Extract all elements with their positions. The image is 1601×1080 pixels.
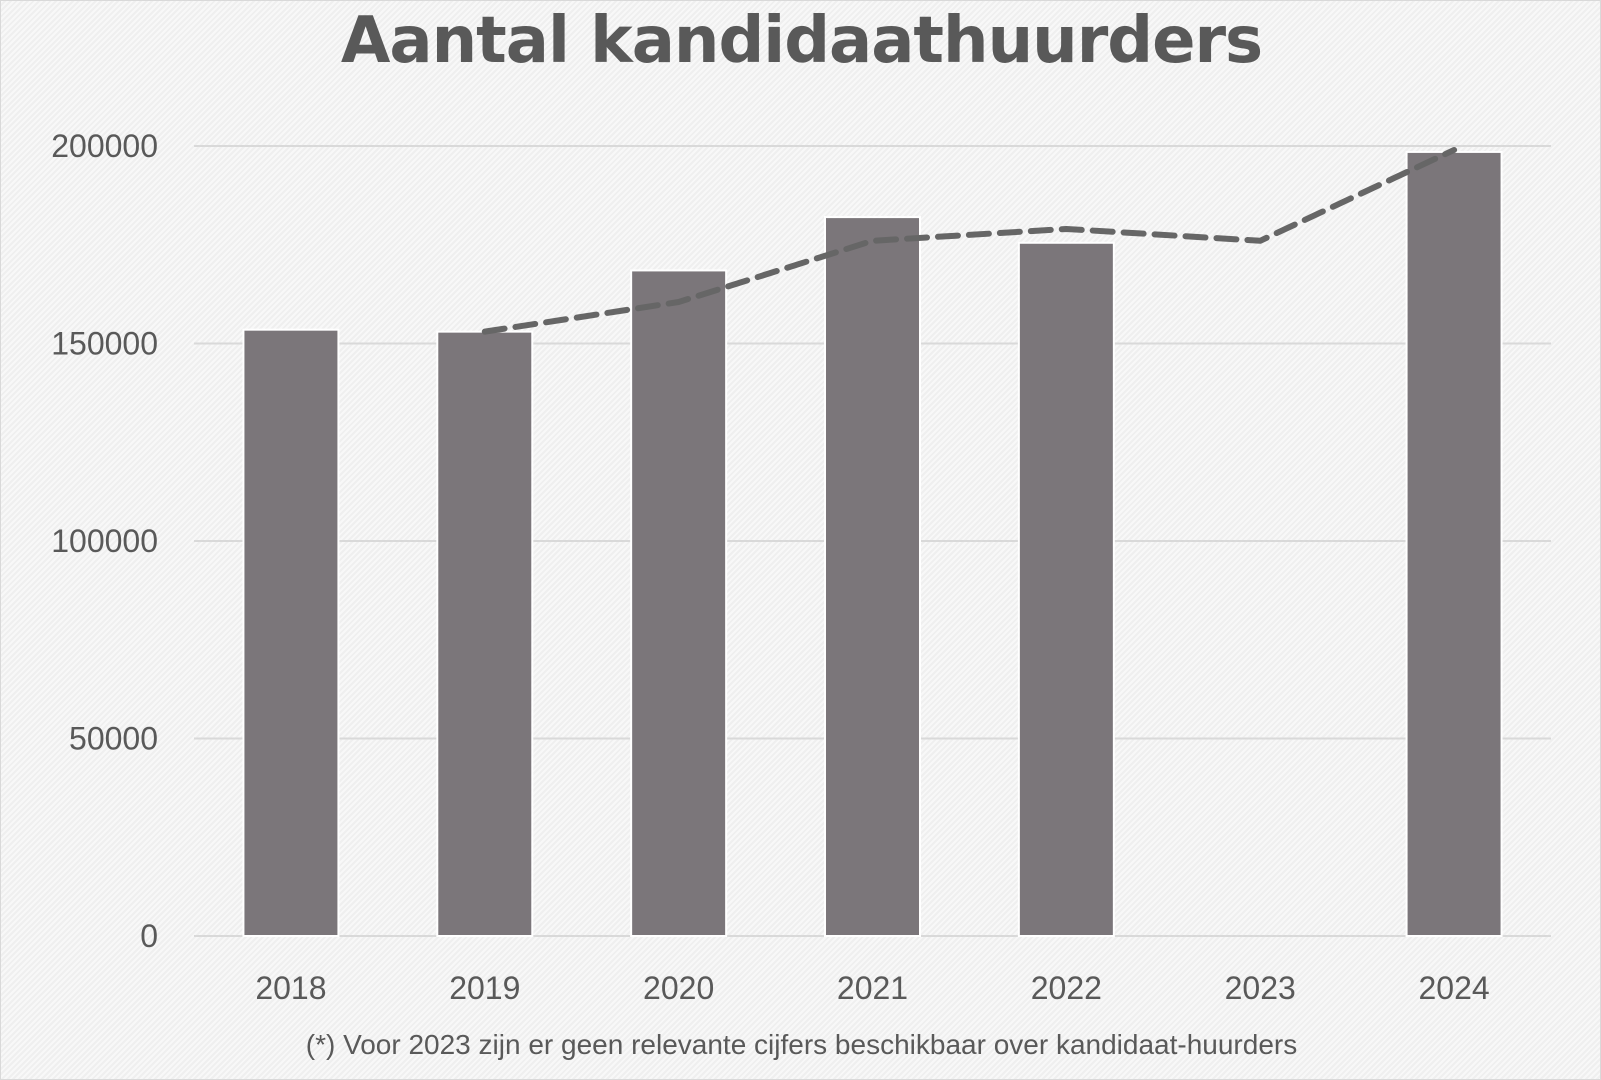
- bar-2019: [436, 330, 534, 937]
- x-tick-label: 2018: [255, 970, 326, 1006]
- chart-title: Aantal kandidaathuurders: [340, 4, 1263, 78]
- x-tick-label: 2022: [1031, 970, 1102, 1006]
- bar-2022: [1017, 241, 1115, 937]
- chart-footnote: (*) Voor 2023 zijn er geen relevante cij…: [305, 1029, 1298, 1060]
- x-tick-label: 2024: [1418, 970, 1489, 1006]
- y-tick-label: 200000: [51, 128, 158, 164]
- x-tick-label: 2021: [837, 970, 908, 1006]
- y-axis-tick-labels: 0 50000 100000 150000 200000: [51, 128, 158, 954]
- x-tick-label: 2023: [1225, 970, 1296, 1006]
- y-tick-label: 150000: [51, 326, 158, 362]
- y-tick-label: 0: [140, 918, 158, 954]
- trend-line-layer: [481, 146, 1458, 335]
- trend-line: [481, 146, 1458, 335]
- bar-2020: [630, 269, 728, 937]
- bars: [242, 150, 1503, 938]
- bar-2021: [824, 216, 921, 938]
- x-tick-label: 2019: [449, 970, 520, 1006]
- bar-2018: [242, 328, 340, 937]
- y-tick-label: 100000: [51, 523, 158, 559]
- x-tick-label: 2020: [643, 970, 714, 1006]
- y-tick-label: 50000: [69, 721, 158, 757]
- bar-2024: [1405, 150, 1503, 938]
- x-axis-tick-labels: 2018 2019 2020 2021 2022 2023 2024: [255, 970, 1489, 1006]
